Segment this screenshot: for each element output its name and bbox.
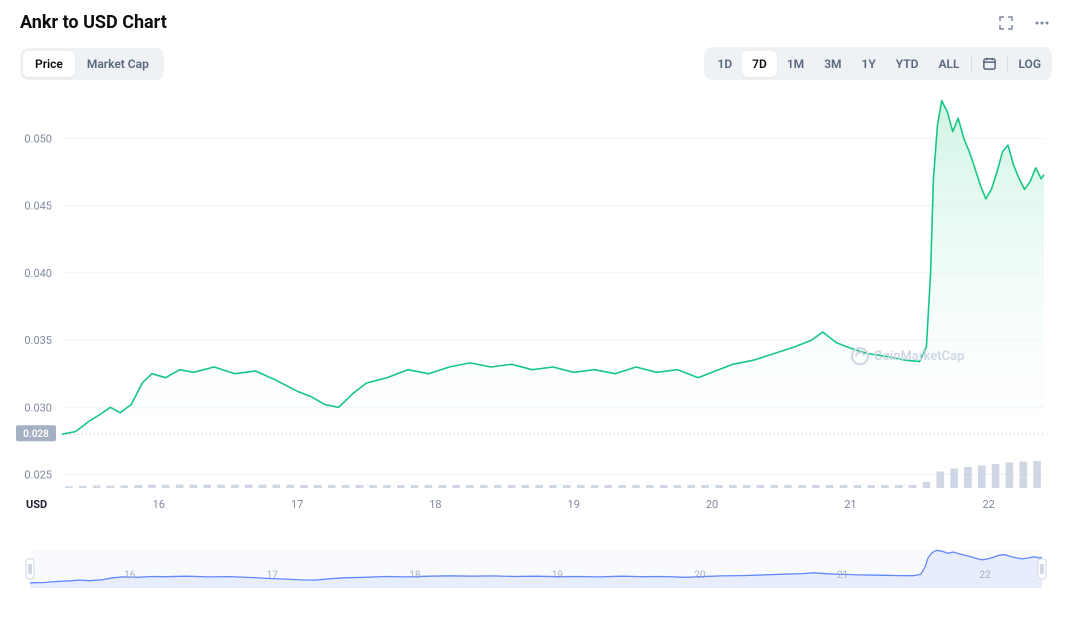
svg-text:21: 21 [837, 570, 848, 581]
svg-text:USD: USD [26, 498, 47, 511]
svg-text:22: 22 [982, 498, 994, 511]
divider [1007, 55, 1008, 73]
svg-text:0.035: 0.035 [24, 334, 52, 347]
svg-text:19: 19 [568, 498, 580, 511]
view-tab-market-cap[interactable]: Market Cap [75, 51, 161, 77]
svg-text:0.025: 0.025 [24, 469, 52, 482]
svg-text:21: 21 [844, 498, 856, 511]
brush-handle-left[interactable] [26, 559, 34, 579]
svg-text:17: 17 [267, 570, 279, 581]
range-tab-1d[interactable]: 1D [707, 51, 742, 77]
svg-text:20: 20 [694, 570, 706, 581]
svg-text:18: 18 [429, 498, 441, 511]
brush-handle-right[interactable] [1038, 559, 1046, 579]
log-scale-button[interactable]: LOG [1010, 51, 1049, 77]
svg-text:20: 20 [706, 498, 718, 511]
divider [971, 55, 972, 73]
range-tab-ytd[interactable]: YTD [886, 51, 929, 77]
svg-text:0.045: 0.045 [24, 200, 52, 213]
svg-text:0.030: 0.030 [24, 401, 52, 414]
price-chart[interactable]: 0.025 0.030 0.035 0.040 0.045 0.050 0.028 16 17 1… [8, 90, 1052, 540]
svg-text:0.050: 0.050 [24, 132, 52, 145]
svg-text:18: 18 [409, 570, 421, 581]
range-tab-group: 1D7D1M3M1YYTDALL LOG [704, 47, 1052, 80]
page-title: Ankr to USD Chart [20, 12, 167, 33]
fullscreen-icon[interactable] [996, 13, 1016, 33]
view-tab-price[interactable]: Price [23, 51, 75, 77]
range-tab-all[interactable]: ALL [928, 51, 969, 77]
overview-brush[interactable]: 16 17 18 19 20 21 22 [20, 544, 1052, 600]
view-tab-group: PriceMarket Cap [20, 48, 164, 80]
range-tab-7d[interactable]: 7D [742, 51, 777, 77]
range-tab-1m[interactable]: 1M [777, 51, 814, 77]
range-tab-1y[interactable]: 1Y [852, 51, 886, 77]
svg-text:16: 16 [124, 570, 136, 581]
svg-text:17: 17 [291, 498, 303, 511]
svg-text:16: 16 [153, 498, 165, 511]
calendar-icon[interactable] [974, 50, 1005, 77]
svg-text:0.040: 0.040 [24, 267, 52, 280]
range-tab-3m[interactable]: 3M [814, 51, 851, 77]
svg-text:19: 19 [552, 570, 563, 581]
svg-text:22: 22 [979, 570, 991, 581]
svg-text:CoinMarketCap: CoinMarketCap [874, 349, 964, 364]
svg-text:0.028: 0.028 [23, 429, 49, 440]
more-icon[interactable] [1032, 13, 1052, 33]
